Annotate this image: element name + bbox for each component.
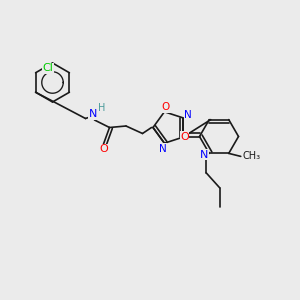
- Text: O: O: [162, 102, 170, 112]
- Text: N: N: [159, 144, 167, 154]
- Text: O: O: [99, 144, 108, 154]
- Text: H: H: [98, 103, 106, 113]
- Text: O: O: [180, 131, 189, 142]
- Text: CH₃: CH₃: [242, 152, 260, 161]
- Text: Cl: Cl: [42, 63, 53, 73]
- Text: N: N: [184, 110, 192, 120]
- Text: N: N: [89, 109, 97, 119]
- Text: N: N: [200, 150, 208, 160]
